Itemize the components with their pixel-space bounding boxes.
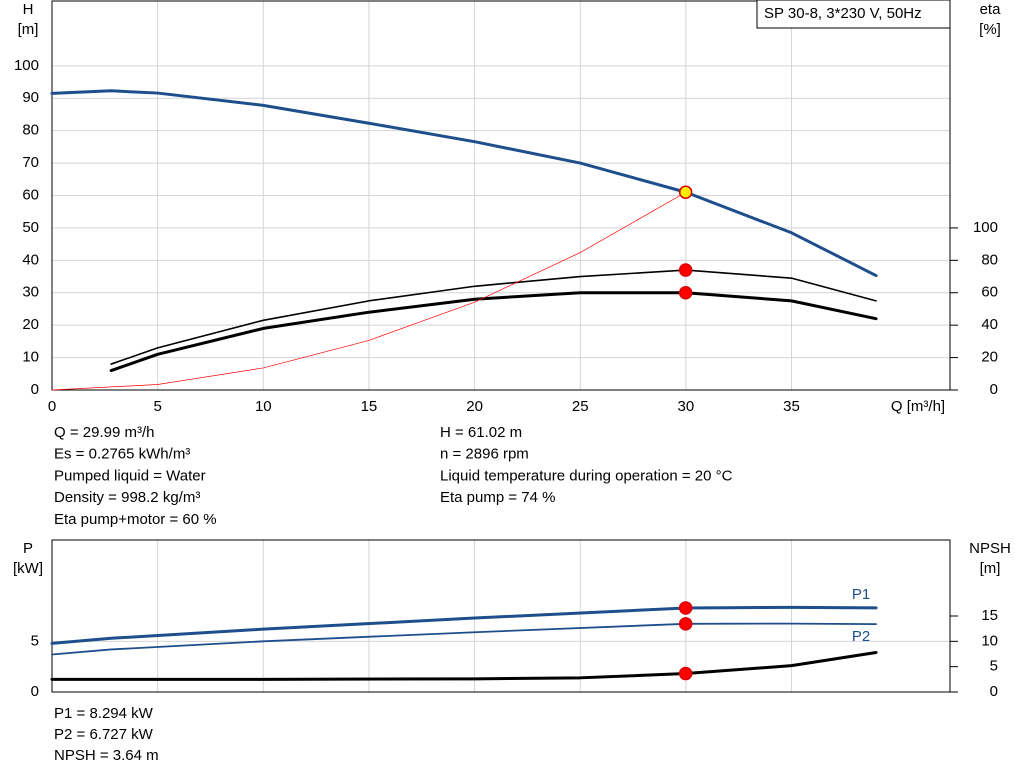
x-tick-label: 0 [48, 398, 56, 415]
y-tick-label: 90 [22, 89, 39, 106]
y-axis-label: H [23, 1, 34, 18]
y2-axis-label: NPSH [969, 540, 1011, 557]
x-tick-label: 30 [678, 398, 695, 415]
series-label: P1 [852, 586, 870, 603]
x-axis-label: Q [m³/h] [891, 398, 945, 415]
y2-tick-label: 100 [973, 219, 998, 236]
curve [50, 605, 878, 645]
info-text: Eta pump = 74 % [440, 489, 556, 506]
info-text: n = 2896 rpm [440, 446, 529, 463]
y-tick-label: 70 [22, 154, 39, 171]
x-tick-label: 15 [361, 398, 378, 415]
y-tick-label: 0 [31, 683, 39, 700]
curve [50, 650, 878, 681]
y2-axis-unit: [m] [980, 560, 1001, 577]
y-tick-label: 30 [22, 284, 39, 301]
y-tick-label: 100 [14, 57, 39, 74]
y-tick-label: 5 [31, 632, 39, 649]
info-text: Density = 998.2 kg/m³ [54, 489, 200, 506]
y2-tick-label: 40 [981, 316, 998, 333]
y2-tick-label: 80 [981, 251, 998, 268]
operating-point [678, 263, 693, 277]
y-tick-label: 0 [31, 381, 39, 398]
y-tick-label: 80 [22, 122, 39, 139]
info-text: Liquid temperature during operation = 20… [440, 467, 733, 484]
y-tick-label: 40 [22, 251, 39, 268]
y-axis-unit: [kW] [13, 560, 43, 577]
y-axis-unit: [m] [18, 21, 39, 38]
x-tick-label: 5 [153, 398, 161, 415]
x-tick-label: 35 [783, 398, 800, 415]
curve [51, 191, 687, 391]
info-text: NPSH = 3.64 m [54, 747, 159, 764]
y2-tick-label: 0 [990, 683, 998, 700]
x-tick-label: 25 [572, 398, 589, 415]
operating-point [678, 601, 693, 615]
y2-tick-label: 5 [990, 658, 998, 675]
y-tick-label: 60 [22, 186, 39, 203]
y-axis-label: P [23, 540, 33, 557]
info-text: H = 61.02 m [440, 424, 522, 441]
operating-point [678, 617, 693, 631]
x-tick-label: 20 [466, 398, 483, 415]
operating-point [678, 185, 693, 199]
curve [51, 622, 877, 656]
y2-tick-label: 15 [981, 607, 998, 624]
y2-tick-label: 0 [990, 381, 998, 398]
y-tick-label: 50 [22, 219, 39, 236]
info-text: P1 = 8.294 kW [54, 705, 154, 722]
y-tick-label: 20 [22, 316, 39, 333]
y2-tick-label: 20 [981, 349, 998, 366]
plot-frame [51, 539, 951, 693]
plot-frame [51, 0, 951, 391]
info-text: Es = 0.2765 kWh/m³ [54, 446, 190, 463]
info-text: Q = 29.99 m³/h [54, 424, 154, 441]
y2-axis-label: eta [980, 1, 1002, 18]
series-label: P2 [852, 628, 870, 645]
info-text: P2 = 6.727 kW [54, 726, 154, 743]
info-text: Eta pump+motor = 60 % [54, 511, 217, 528]
y-tick-label: 10 [22, 349, 39, 366]
curve [110, 269, 877, 365]
y2-axis-unit: [%] [979, 21, 1001, 38]
operating-point [678, 666, 693, 681]
x-tick-label: 10 [255, 398, 272, 415]
info-text: Pumped liquid = Water [54, 467, 206, 484]
y2-tick-label: 60 [981, 284, 998, 301]
curve [109, 291, 878, 373]
curve [50, 89, 878, 278]
legend-text: SP 30-8, 3*230 V, 50Hz [764, 5, 922, 22]
y2-tick-label: 10 [981, 632, 998, 649]
operating-point [678, 286, 693, 300]
legend-box [756, 0, 951, 29]
